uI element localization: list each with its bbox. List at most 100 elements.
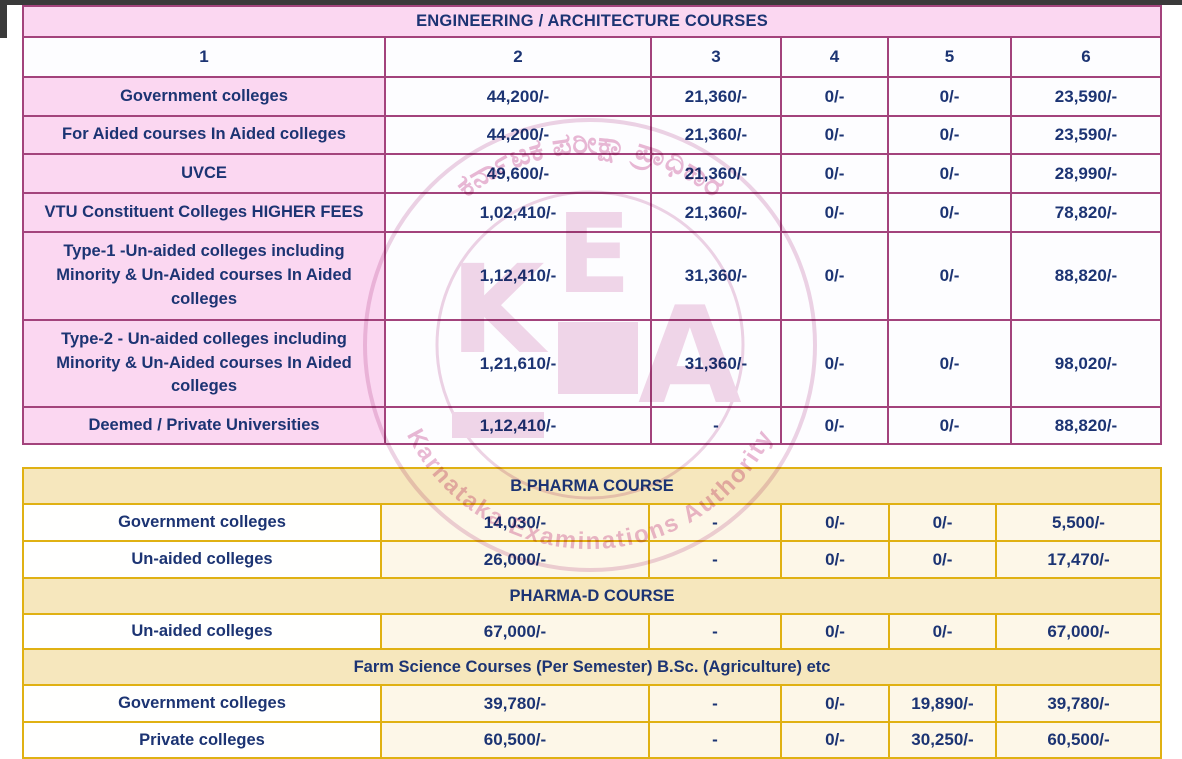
fee-cell: 67,000/- — [994, 613, 1163, 650]
column-header-row: 1 2 3 4 5 6 — [22, 36, 1162, 78]
fee-cell: 21,360/- — [650, 115, 782, 155]
column-header: 1 — [22, 36, 386, 78]
fee-cell: 0/- — [780, 503, 890, 542]
fee-cell: 21,360/- — [650, 192, 782, 233]
fee-cell: 23,590/- — [1010, 115, 1162, 155]
section-title-row: Farm Science Courses (Per Semester) B.Sc… — [21, 648, 1163, 686]
table-row: Type-2 - Un-aided colleges including Min… — [22, 319, 1162, 408]
fee-cell: 1,02,410/- — [384, 192, 652, 233]
fee-cell: 17,470/- — [994, 540, 1163, 579]
fee-cell: 0/- — [780, 721, 890, 759]
table-row: VTU Constituent Colleges HIGHER FEES 1,0… — [22, 192, 1162, 233]
window-corner-bar — [0, 0, 7, 38]
fee-cell: 21,360/- — [650, 76, 782, 117]
fee-cell: 0/- — [887, 231, 1012, 321]
fee-cell: 1,12,410/- — [384, 406, 652, 445]
fee-cell: - — [650, 406, 782, 445]
fee-cell: 0/- — [780, 684, 890, 723]
fee-cell: 21,360/- — [650, 153, 782, 194]
table-row: Government colleges 44,200/- 21,360/- 0/… — [22, 76, 1162, 117]
fee-cell: 5,500/- — [994, 503, 1163, 542]
fee-cell: 44,200/- — [384, 76, 652, 117]
engineering-fees-table: ENGINEERING / ARCHITECTURE COURSES 1 2 3… — [22, 5, 1162, 445]
fee-cell: 0/- — [780, 153, 889, 194]
fee-cell: 60,500/- — [380, 721, 650, 759]
table-row: Deemed / Private Universities 1,12,410/-… — [22, 406, 1162, 445]
table-row: For Aided courses In Aided colleges 44,2… — [22, 115, 1162, 155]
fee-cell: 60,500/- — [994, 721, 1163, 759]
fee-cell: 30,250/- — [888, 721, 997, 759]
fee-cell: 44,200/- — [384, 115, 652, 155]
fee-cell: 67,000/- — [380, 613, 650, 650]
fee-cell: 23,590/- — [1010, 76, 1162, 117]
fee-cell: - — [648, 721, 782, 759]
fee-cell: 0/- — [780, 540, 890, 579]
column-header: 4 — [780, 36, 889, 78]
window-edge-strip — [0, 0, 1182, 5]
fee-cell: 0/- — [887, 192, 1012, 233]
column-header: 5 — [887, 36, 1012, 78]
fee-cell: 0/- — [887, 406, 1012, 445]
table-row: Un-aided colleges 67,000/- - 0/- 0/- 67,… — [22, 613, 1163, 650]
fee-cell: 39,780/- — [994, 684, 1163, 723]
section-title: B.PHARMA COURSE — [21, 467, 1163, 505]
fee-cell: - — [648, 503, 782, 542]
table-row: Un-aided colleges 26,000/- - 0/- 0/- 17,… — [22, 540, 1163, 579]
fee-cell: 19,890/- — [888, 684, 997, 723]
section-title: PHARMA-D COURSE — [21, 577, 1163, 615]
column-header: 2 — [384, 36, 652, 78]
category-cell: Deemed / Private Universities — [22, 406, 386, 445]
fee-cell: 1,12,410/- — [384, 231, 652, 321]
fee-cell: 0/- — [888, 503, 997, 542]
fee-cell: - — [648, 540, 782, 579]
fee-cell: 98,020/- — [1010, 319, 1162, 408]
fee-cell: 0/- — [780, 613, 890, 650]
pharma-farm-fees-table: B.PHARMA COURSE Government colleges 14,0… — [21, 467, 1163, 759]
category-cell: UVCE — [22, 153, 386, 194]
fee-cell: 0/- — [888, 540, 997, 579]
fee-cell: 0/- — [780, 231, 889, 321]
fee-cell: 0/- — [780, 76, 889, 117]
fee-cell: 0/- — [887, 319, 1012, 408]
fee-cell: 78,820/- — [1010, 192, 1162, 233]
fee-cell: 31,360/- — [650, 231, 782, 321]
fee-cell: 88,820/- — [1010, 231, 1162, 321]
fee-cell: 0/- — [780, 192, 889, 233]
category-cell: Un-aided colleges — [22, 613, 382, 650]
fee-cell: - — [648, 684, 782, 723]
table-row: UVCE 49,600/- 21,360/- 0/- 0/- 28,990/- — [22, 153, 1162, 194]
fee-cell: 39,780/- — [380, 684, 650, 723]
fee-cell: 28,990/- — [1010, 153, 1162, 194]
fee-cell: 14,030/- — [380, 503, 650, 542]
category-cell: Un-aided colleges — [22, 540, 382, 579]
table-row: Government colleges 14,030/- - 0/- 0/- 5… — [22, 503, 1163, 542]
category-cell: Government colleges — [22, 76, 386, 117]
table-title: ENGINEERING / ARCHITECTURE COURSES — [22, 5, 1162, 38]
fee-cell: 1,21,610/- — [384, 319, 652, 408]
table-row: Government colleges 39,780/- - 0/- 19,89… — [22, 684, 1163, 723]
fee-cell: 26,000/- — [380, 540, 650, 579]
fee-cell: 88,820/- — [1010, 406, 1162, 445]
category-cell: VTU Constituent Colleges HIGHER FEES — [22, 192, 386, 233]
section-title-row: B.PHARMA COURSE — [21, 467, 1163, 505]
fee-cell: - — [648, 613, 782, 650]
section-title: Farm Science Courses (Per Semester) B.Sc… — [21, 648, 1163, 686]
section-title-row: PHARMA-D COURSE — [21, 577, 1163, 615]
category-cell: Private colleges — [22, 721, 382, 759]
table-row: Private colleges 60,500/- - 0/- 30,250/-… — [22, 721, 1163, 759]
fee-cell: 0/- — [887, 115, 1012, 155]
category-cell: Government colleges — [22, 503, 382, 542]
fee-cell: 0/- — [888, 613, 997, 650]
fee-cell: 0/- — [780, 115, 889, 155]
category-cell: Government colleges — [22, 684, 382, 723]
table-row: Type-1 -Un-aided colleges including Mino… — [22, 231, 1162, 321]
table-title-row: ENGINEERING / ARCHITECTURE COURSES — [22, 5, 1162, 38]
fee-cell: 49,600/- — [384, 153, 652, 194]
column-header: 3 — [650, 36, 782, 78]
fee-cell: 0/- — [780, 319, 889, 408]
category-cell: For Aided courses In Aided colleges — [22, 115, 386, 155]
fee-cell: 31,360/- — [650, 319, 782, 408]
category-cell: Type-2 - Un-aided colleges including Min… — [22, 319, 386, 408]
fee-cell: 0/- — [887, 153, 1012, 194]
column-header: 6 — [1010, 36, 1162, 78]
